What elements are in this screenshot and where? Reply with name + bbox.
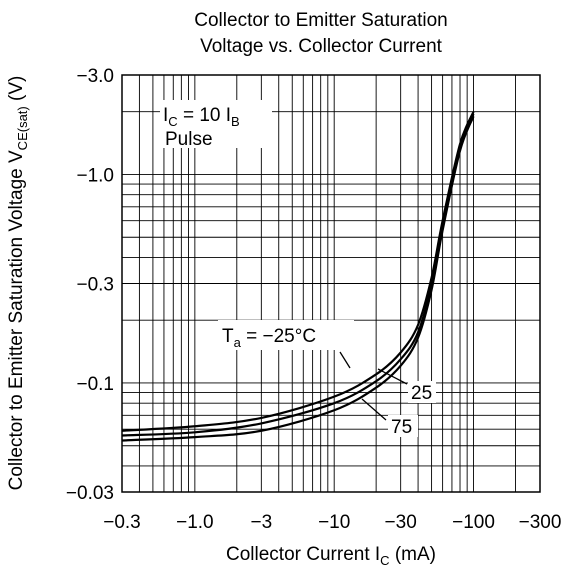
y-tick-label: −0.03 bbox=[66, 483, 114, 504]
annotation-bg-75 bbox=[388, 415, 418, 437]
annotation-bg-ta bbox=[218, 320, 354, 350]
series-group bbox=[121, 111, 475, 442]
conditions-annotation: IC = 10 IB Pulse bbox=[160, 100, 272, 150]
x-tick-label: −10 bbox=[318, 512, 350, 533]
x-tick-label: −30 bbox=[385, 512, 417, 533]
leader-ta bbox=[339, 351, 351, 369]
x-tick-labels: −0.3 −1.0 −3 −10 −30 −100 −300 bbox=[103, 512, 561, 533]
y-tick-label: −0.3 bbox=[76, 275, 114, 296]
annotation-25: 25 bbox=[411, 383, 432, 404]
y-tick-label: −1.0 bbox=[76, 165, 114, 186]
y-tick-label: −0.1 bbox=[76, 374, 114, 395]
y-axis-label: Collector to Emitter Saturation Voltage … bbox=[6, 76, 30, 491]
x-tick-label: −0.3 bbox=[103, 512, 141, 533]
annotation-ta: Ta = −25°C bbox=[222, 326, 316, 350]
condition-pulse: Pulse bbox=[165, 129, 213, 150]
plot-frame bbox=[121, 74, 541, 493]
series-annotations: Ta = −25°C 25 75 bbox=[218, 320, 436, 438]
chart-title: Collector to Emitter Saturation Voltage … bbox=[194, 10, 447, 57]
condition-ic-ib: IC = 10 IB bbox=[163, 105, 240, 129]
x-tick-label: −100 bbox=[452, 512, 495, 533]
y-tick-label: −3.0 bbox=[76, 66, 114, 87]
x-tick-label: −1.0 bbox=[176, 512, 214, 533]
y-tick-labels: −3.0 −1.0 −0.3 −0.1 −0.03 bbox=[66, 66, 114, 504]
chart-title-line2: Voltage vs. Collector Current bbox=[200, 36, 443, 57]
leader-25 bbox=[377, 368, 408, 385]
chart-title-line1: Collector to Emitter Saturation bbox=[194, 10, 447, 31]
x-tick-label: −3 bbox=[250, 512, 272, 533]
x-tick-label: −300 bbox=[519, 512, 562, 533]
x-axis-label: Collector Current IC (mA) bbox=[226, 544, 436, 568]
leader-75 bbox=[361, 398, 387, 421]
conditions-box bbox=[160, 100, 272, 148]
annotation-75: 75 bbox=[391, 417, 412, 438]
series-line-2 bbox=[121, 115, 475, 442]
annotation-bg-25 bbox=[408, 381, 436, 403]
